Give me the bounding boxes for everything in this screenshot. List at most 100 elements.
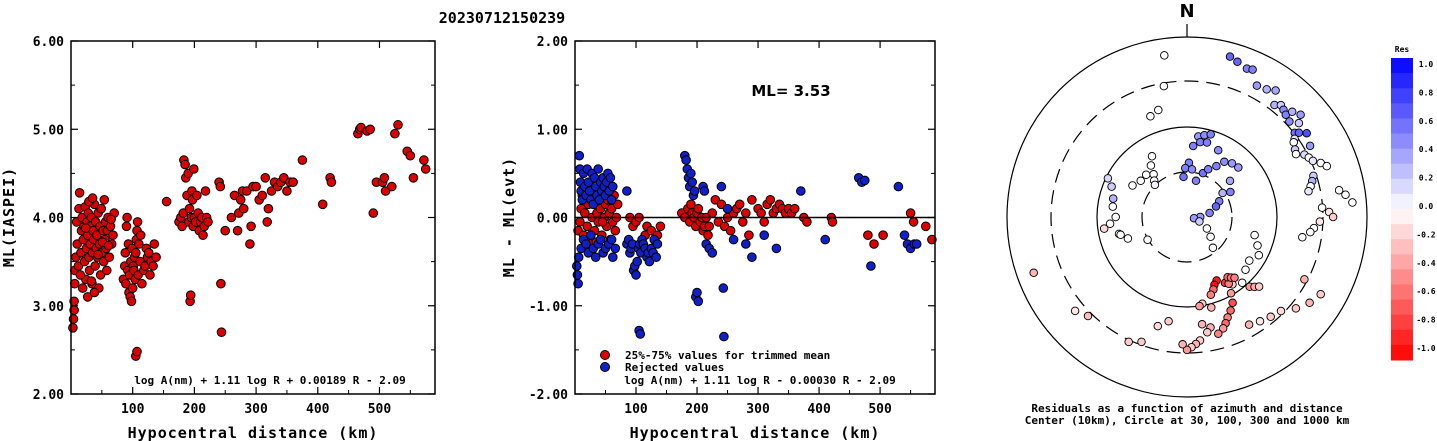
p1-point: [121, 221, 132, 232]
map-station-point: [1103, 174, 1113, 183]
p1-point: [297, 155, 308, 165]
map-station-point: [1241, 265, 1250, 274]
ring-1000km: [1006, 36, 1368, 398]
p2-rejected-point: [606, 195, 617, 205]
p1-point: [263, 203, 274, 214]
p1-y-tick-label: 5.00: [33, 123, 64, 138]
map-station-point: [1182, 345, 1192, 355]
p1-point: [393, 120, 403, 130]
p2-rejected-point: [605, 173, 616, 183]
p1-point: [317, 199, 328, 210]
p2-rejected-point: [722, 203, 733, 214]
p2-rejected-point: [681, 155, 691, 165]
colorbar-tick-label: 0.8: [1419, 88, 1434, 97]
map-station-point: [1300, 275, 1309, 284]
p1-point: [238, 203, 249, 214]
map-station-point: [1220, 157, 1229, 167]
map-station-point: [1289, 138, 1298, 147]
p2-rejected-point: [689, 186, 700, 196]
p1-formula: log A(nm) + 1.11 log R + 0.00189 R - 2.0…: [134, 374, 406, 387]
p2-rejected-point: [652, 239, 663, 249]
p1-point: [257, 190, 268, 201]
map-station-point: [1302, 128, 1311, 138]
map-station-point: [1107, 182, 1116, 191]
map-station-point: [1213, 145, 1223, 155]
map-station-point: [1083, 311, 1093, 321]
p1-point: [149, 239, 160, 249]
ring-30km: [1141, 171, 1233, 263]
map-station-point: [1266, 312, 1275, 322]
p1-point: [326, 177, 337, 187]
p1-point: [127, 283, 138, 293]
p1-x-tick-label: 300: [244, 402, 268, 417]
map-station-point: [1146, 161, 1156, 170]
colorbar-cells: [1391, 58, 1413, 361]
map-station-point: [1306, 227, 1315, 237]
p1-point: [87, 193, 98, 203]
p1-point: [77, 283, 88, 293]
p1-point: [288, 177, 298, 187]
p2-point: [744, 230, 754, 240]
map-station-point: [1211, 202, 1221, 211]
colorbar-cell: [1391, 103, 1413, 119]
map-station-point: [1206, 232, 1215, 242]
p2-point: [765, 195, 776, 205]
map-station-point: [1255, 317, 1265, 326]
colorbar-cell: [1391, 209, 1413, 225]
p2-rejected-point: [635, 329, 646, 339]
map-station-point: [1154, 105, 1163, 115]
p1-point: [148, 261, 158, 271]
colorbar-tick-label: 0.0: [1419, 202, 1434, 211]
map-station-point: [1108, 202, 1118, 211]
p1-point: [134, 239, 144, 249]
colorbar-tick-label: 0.2: [1419, 174, 1434, 183]
p1-point: [104, 252, 115, 263]
colorbar-cell: [1391, 224, 1413, 240]
colorbar-cell: [1391, 239, 1413, 255]
p1-point: [132, 346, 142, 357]
p1-y-tick-label: 4.00: [33, 212, 64, 227]
p2-point: [747, 195, 757, 205]
p1-point: [81, 223, 91, 233]
p2-rejected-point: [728, 234, 739, 245]
map-station-point: [1195, 217, 1204, 226]
map-station-point: [1253, 241, 1262, 250]
p2-rejected-point: [771, 243, 782, 254]
p1-point: [220, 225, 230, 236]
p1-point: [137, 278, 147, 289]
p2-point: [863, 230, 873, 240]
map-station-point: [1234, 163, 1243, 172]
colorbar-cell: [1391, 133, 1413, 150]
map-station-point: [1315, 217, 1325, 226]
p2-rejected-point: [606, 234, 617, 245]
p1-point: [93, 249, 103, 260]
map-station-point: [1225, 176, 1235, 186]
p1-point: [365, 124, 376, 135]
colorbar-cell: [1391, 58, 1413, 74]
p2-formula: log A(nm) + 1.11 log R - 0.00030 R - 2.0…: [624, 374, 896, 387]
p2-x-tick-label: 300: [746, 402, 770, 417]
p1-point: [89, 287, 100, 298]
map-station-point: [1203, 165, 1213, 174]
p2-point: [802, 217, 812, 227]
colorbar-tick-label: 0.6: [1419, 117, 1434, 126]
colorbar-tick-label: 1.0: [1419, 60, 1434, 69]
p1-point: [262, 217, 273, 227]
p1-point: [74, 188, 85, 198]
colorbar-cell: [1391, 284, 1413, 301]
p2-rejected-point: [707, 248, 718, 258]
map-station-point: [1191, 176, 1201, 186]
map-station-point: [1146, 112, 1155, 121]
p3-points-layer: [1029, 51, 1357, 355]
map-station-point: [1308, 156, 1318, 166]
p1-point: [245, 239, 255, 249]
colorbar-cell: [1391, 88, 1413, 104]
p1-point: [203, 217, 213, 227]
map-station-point: [1202, 138, 1212, 147]
map-station-point: [1304, 186, 1313, 196]
p2-x-axis-label: Hypocentral distance (km): [630, 424, 881, 441]
p1-point: [161, 196, 172, 207]
residual-colorbar: Res 1.0 0.8 0.6 0.4 0.2 0.0 -0.2 -0.4 -0.6 -0.8 -1…: [1391, 45, 1436, 361]
p2-point: [734, 199, 745, 210]
